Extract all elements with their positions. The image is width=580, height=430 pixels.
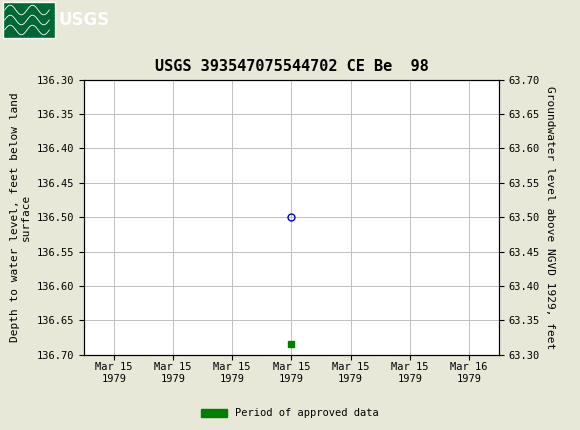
Legend: Period of approved data: Period of approved data bbox=[197, 404, 383, 423]
Bar bbox=[3, 2, 55, 38]
Title: USGS 393547075544702 CE Be  98: USGS 393547075544702 CE Be 98 bbox=[155, 59, 428, 74]
Y-axis label: Depth to water level, feet below land
surface: Depth to water level, feet below land su… bbox=[10, 92, 31, 342]
Y-axis label: Groundwater level above NGVD 1929, feet: Groundwater level above NGVD 1929, feet bbox=[545, 86, 555, 349]
Text: USGS: USGS bbox=[58, 11, 109, 29]
